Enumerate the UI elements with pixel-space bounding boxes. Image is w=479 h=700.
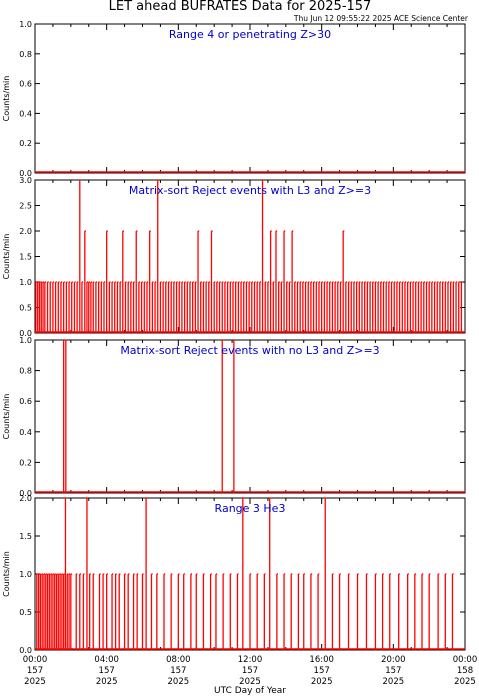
x-tick-label: 2025: [311, 677, 333, 687]
panel-annotation: Matrix-sort Reject events with no L3 and…: [120, 344, 379, 357]
panel-frame: [34, 179, 466, 334]
x-tick-label: 00:00: [453, 655, 478, 665]
y-tick-label: 1.0: [19, 570, 32, 579]
data-series: [63, 339, 236, 493]
x-tick-label: 2025: [96, 677, 118, 687]
panel-frame: [34, 23, 466, 174]
x-tick-label: 20:00: [381, 655, 406, 665]
y-tick-label: 0.5: [19, 608, 32, 617]
data-series: [35, 179, 463, 333]
y-tick-label: 0.0: [19, 169, 32, 178]
y-tick-label: 1.0: [19, 278, 32, 287]
panel-annotation: Matrix-sort Reject events with L3 and Z>…: [129, 184, 371, 197]
y-tick-label: 0.2: [19, 458, 32, 467]
y-tick-label: 0.5: [19, 304, 32, 313]
y-tick-label: 0.4: [19, 109, 32, 118]
y-axis-label: Counts/min: [2, 551, 11, 597]
y-axis-label: Counts/min: [2, 234, 11, 280]
y-tick-label: 0.6: [19, 397, 32, 406]
y-tick-label: 2.0: [19, 494, 32, 503]
x-tick-label: 157: [385, 666, 401, 676]
x-tick-label: 00:00: [23, 655, 48, 665]
panel-annotation: Range 3 He3: [215, 502, 286, 515]
x-tick-label: 2025: [383, 677, 405, 687]
y-tick-label: 0.4: [19, 428, 32, 437]
y-tick-label: 0.0: [19, 489, 32, 498]
data-series: [36, 497, 454, 650]
y-tick-label: 1.5: [19, 532, 32, 541]
y-axis-label: Counts/min: [2, 394, 11, 440]
panels: 0.0 0.2 0.4 0.6 0.8 1.0 Counts/min Range 4 or p…: [2, 20, 466, 655]
y-tick-label: 0.0: [19, 646, 32, 655]
panel-frame: [34, 339, 466, 494]
y-tick-label: 0.8: [19, 367, 32, 376]
y-tick-label: 0.8: [19, 50, 32, 59]
x-tick-label: 157: [242, 666, 258, 676]
chart-title: LET ahead BUFRATES Data for 2025-157: [109, 0, 372, 14]
panel-1: 0.0 0.2 0.4 0.6 0.8 1.0 Counts/min Range 4 or p…: [2, 20, 466, 178]
x-tick-label: 2025: [454, 677, 476, 687]
x-tick-label: 2025: [168, 677, 190, 687]
y-tick-label: 1.5: [19, 253, 32, 262]
x-tick-labels: 00:00157202504:00157202508:00157202512:0…: [23, 655, 478, 687]
y-tick-label: 2.5: [19, 202, 32, 211]
y-tick-label: 2.0: [19, 227, 32, 236]
timestamp: Thu Jun 12 09:55:22 2025 ACE Science Cen…: [293, 14, 469, 23]
x-tick-label: 04:00: [94, 655, 119, 665]
x-tick-label: 157: [170, 666, 186, 676]
panel-2: 0.0 0.5 1.0 1.5 2.0 2.5 3.0 Counts/min Matrix-so…: [2, 176, 466, 338]
x-tick-label: 12:00: [238, 655, 263, 665]
x-tick-label: 2025: [239, 677, 261, 687]
y-axis-label: Counts/min: [2, 76, 11, 122]
y-tick-label: 1.0: [19, 336, 32, 345]
panel-4: 0.0 0.5 1.0 1.5 2.0 Counts/min Range 3 He3: [2, 494, 466, 655]
y-tick-label: 0.0: [19, 329, 32, 338]
x-tick-label: 158: [457, 666, 473, 676]
x-tick-label: 157: [27, 666, 43, 676]
y-tick-label: 3.0: [19, 176, 32, 185]
y-tick-label: 0.2: [19, 139, 32, 148]
panel-annotation: Range 4 or penetrating Z>30: [169, 28, 331, 41]
y-tick-label: 1.0: [19, 20, 32, 29]
x-tick-label: 16:00: [309, 655, 334, 665]
panel-3: 0.0 0.2 0.4 0.6 0.8 1.0 Counts/min Matrix-sort …: [2, 336, 466, 498]
x-tick-label: 2025: [24, 677, 46, 687]
x-tick-label: 08:00: [166, 655, 191, 665]
x-tick-label: 157: [99, 666, 115, 676]
y-tick-label: 0.6: [19, 80, 32, 89]
x-tick-label: 157: [314, 666, 330, 676]
x-axis-label: UTC Day of Year: [214, 686, 286, 696]
